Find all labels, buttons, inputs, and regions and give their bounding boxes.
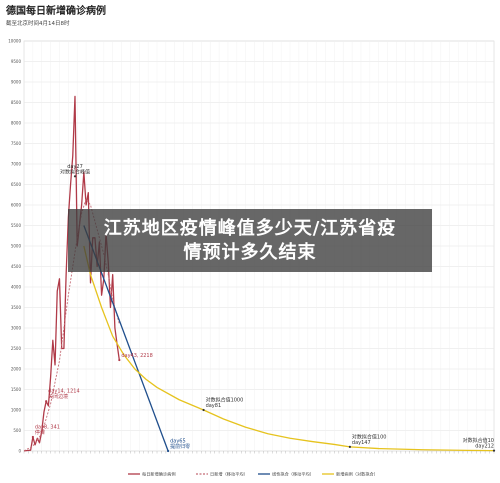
legend-label: 每日新增确诊病例 — [142, 471, 176, 478]
y-tick-label: 4500 — [11, 264, 22, 269]
y-tick-label: 7000 — [11, 161, 22, 166]
y-tick-label: 4000 — [11, 284, 22, 289]
y-tick-label: 8000 — [11, 120, 22, 125]
y-tick-label: 1500 — [11, 387, 22, 392]
annotation-label: 提前归零 — [170, 443, 190, 450]
annotation-label: 停课 — [35, 429, 45, 436]
series-line-1 — [23, 95, 120, 452]
annotation-label: 对数拟合值1000 — [206, 397, 244, 404]
y-tick-label: 0 — [18, 448, 21, 453]
annotation-label: 对数拟合峰值 — [60, 168, 90, 175]
y-tick-label: 2500 — [11, 346, 22, 351]
headline-line-2: 情预计多久结束 — [183, 241, 317, 263]
annotation-point — [118, 358, 121, 362]
annotation-label: day43, 2218 — [121, 353, 152, 359]
annotation-label: 关闭边境 — [48, 393, 68, 400]
headline-line-1: 江苏地区疫情峰值多少天/江苏省疫 — [103, 217, 397, 239]
y-tick-label: 3500 — [11, 305, 22, 310]
y-tick-label: 9500 — [11, 59, 22, 64]
annotation-label: day147 — [352, 440, 371, 446]
annotation-label: day212 — [475, 444, 494, 450]
series-line-4 — [83, 245, 495, 452]
annotation-label: day27 — [67, 164, 83, 170]
annotation-point — [492, 449, 496, 452]
y-tick-label: 10000 — [8, 38, 21, 43]
annotation-label: 对数拟合值100 — [352, 433, 387, 440]
annotation-point — [202, 408, 205, 412]
annotation-point — [45, 400, 48, 403]
y-tick-label: 1000 — [11, 407, 22, 412]
y-tick-label: 2000 — [11, 366, 22, 371]
annotation-point — [167, 449, 170, 453]
annotation-point — [73, 175, 77, 178]
annotation-label: 对数拟合值10 — [463, 437, 494, 444]
annotation-label: day65 — [170, 439, 186, 445]
headline-overlay: 江苏地区疫情峰值多少天/江苏省疫 情预计多久结束 — [68, 209, 432, 272]
annotation-label: day81 — [206, 403, 222, 409]
y-tick-label: 5500 — [11, 223, 22, 228]
y-axis: 0 500 1000 1500 2000 2500 3000 3500 4000 4500 5000… — [8, 38, 21, 453]
y-tick-label: 500 — [13, 428, 21, 433]
chart-subtitle: 截至北京时间4月14日8时 — [6, 19, 70, 27]
annotation-point — [348, 445, 351, 448]
annotation-point — [31, 435, 34, 439]
legend-label: 新增病例（对数拟合） — [336, 471, 378, 478]
y-tick-label: 9000 — [11, 79, 22, 84]
legend-label: 线性拟合（移动平均） — [272, 471, 314, 478]
y-tick-label: 7500 — [11, 141, 22, 146]
y-tick-label: 3000 — [11, 325, 22, 330]
series-group — [23, 95, 495, 452]
y-tick-label: 5000 — [11, 243, 22, 248]
legend: 每日新增确诊病例 日新增（移动平均） 线性拟合（移动平均） 新增病例（对数拟合） — [128, 471, 378, 478]
y-tick-label: 8500 — [11, 100, 22, 105]
y-tick-label: 6000 — [11, 202, 22, 207]
x-axis — [23, 451, 495, 454]
chart-title: 德国每日新增确诊病例 — [5, 4, 106, 17]
annotation-label: day8, 341 — [35, 425, 60, 431]
annotation-label: day14, 1214 — [48, 389, 79, 395]
y-tick-label: 6500 — [11, 182, 22, 187]
legend-label: 日新增（移动平均） — [210, 471, 248, 478]
